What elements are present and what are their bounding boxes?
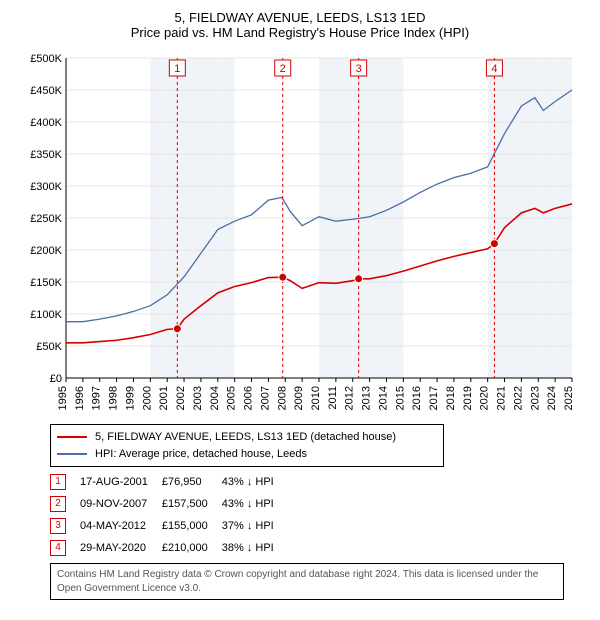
svg-text:4: 4	[491, 63, 497, 75]
sale-badge: 4	[50, 540, 66, 556]
title-line2: Price paid vs. HM Land Registry's House …	[10, 25, 590, 40]
chart-title: 5, FIELDWAY AVENUE, LEEDS, LS13 1ED Pric…	[10, 10, 590, 40]
svg-text:2012: 2012	[344, 386, 356, 410]
svg-text:£200K: £200K	[30, 245, 62, 257]
svg-text:1995: 1995	[57, 386, 69, 410]
sale-date: 09-NOV-2007	[80, 493, 162, 515]
sale-delta: 43% ↓ HPI	[222, 471, 288, 493]
svg-text:2005: 2005	[226, 386, 238, 410]
legend-item: HPI: Average price, detached house, Leed…	[57, 446, 437, 463]
sale-date: 17-AUG-2001	[80, 471, 162, 493]
sale-price: £155,000	[162, 515, 222, 537]
sale-delta: 43% ↓ HPI	[222, 493, 288, 515]
svg-text:£150K: £150K	[30, 277, 62, 289]
sale-price: £76,950	[162, 471, 222, 493]
svg-text:2016: 2016	[411, 386, 423, 410]
svg-text:2023: 2023	[529, 386, 541, 410]
table-row: 1 17-AUG-2001£76,95043% ↓ HPI	[50, 471, 288, 493]
svg-text:2017: 2017	[428, 386, 440, 410]
svg-text:£250K: £250K	[30, 213, 62, 225]
svg-text:2002: 2002	[175, 386, 187, 410]
svg-text:£450K: £450K	[30, 85, 62, 97]
svg-text:2006: 2006	[243, 386, 255, 410]
table-row: 2 09-NOV-2007£157,50043% ↓ HPI	[50, 493, 288, 515]
svg-text:2024: 2024	[546, 386, 558, 410]
svg-text:2003: 2003	[192, 386, 204, 410]
svg-text:1996: 1996	[74, 386, 86, 410]
svg-text:£100K: £100K	[30, 309, 62, 321]
svg-text:£300K: £300K	[30, 181, 62, 193]
sale-badge: 3	[50, 518, 66, 534]
svg-text:2010: 2010	[310, 386, 322, 410]
legend: 5, FIELDWAY AVENUE, LEEDS, LS13 1ED (det…	[50, 424, 444, 467]
sale-price: £157,500	[162, 493, 222, 515]
svg-text:£500K: £500K	[30, 53, 62, 65]
svg-text:£50K: £50K	[36, 341, 62, 353]
legend-swatch	[57, 453, 87, 455]
sale-delta: 37% ↓ HPI	[222, 515, 288, 537]
title-line1: 5, FIELDWAY AVENUE, LEEDS, LS13 1ED	[10, 10, 590, 25]
svg-text:2009: 2009	[293, 386, 305, 410]
svg-text:2: 2	[280, 63, 286, 75]
sale-badge: 2	[50, 496, 66, 512]
svg-text:2004: 2004	[209, 386, 221, 410]
sale-date: 04-MAY-2012	[80, 515, 162, 537]
svg-text:1: 1	[174, 63, 180, 75]
svg-text:2019: 2019	[462, 386, 474, 410]
legend-label: HPI: Average price, detached house, Leed…	[95, 446, 307, 463]
sale-badge: 1	[50, 474, 66, 490]
price-chart: £0 £50K £100K £150K £200K £250K £300K £350K £400…	[20, 48, 580, 418]
svg-text:2014: 2014	[377, 386, 389, 410]
legend-swatch	[57, 436, 87, 438]
svg-text:1997: 1997	[91, 386, 103, 410]
svg-text:2020: 2020	[479, 386, 491, 410]
svg-text:2021: 2021	[496, 386, 508, 410]
svg-text:2015: 2015	[394, 386, 406, 410]
svg-text:£350K: £350K	[30, 149, 62, 161]
legend-label: 5, FIELDWAY AVENUE, LEEDS, LS13 1ED (det…	[95, 429, 396, 446]
svg-text:2001: 2001	[158, 386, 170, 410]
svg-text:£0: £0	[50, 373, 62, 385]
svg-text:2007: 2007	[259, 386, 271, 410]
svg-text:2013: 2013	[361, 386, 373, 410]
legend-item: 5, FIELDWAY AVENUE, LEEDS, LS13 1ED (det…	[57, 429, 437, 446]
svg-text:2000: 2000	[141, 386, 153, 410]
sale-delta: 38% ↓ HPI	[222, 537, 288, 559]
svg-text:2025: 2025	[563, 386, 575, 410]
svg-text:£400K: £400K	[30, 117, 62, 129]
svg-text:3: 3	[356, 63, 362, 75]
sale-price: £210,000	[162, 537, 222, 559]
svg-text:1999: 1999	[124, 386, 136, 410]
table-row: 3 04-MAY-2012£155,00037% ↓ HPI	[50, 515, 288, 537]
svg-text:2008: 2008	[276, 386, 288, 410]
svg-text:2022: 2022	[512, 386, 524, 410]
svg-text:1998: 1998	[108, 386, 120, 410]
sale-date: 29-MAY-2020	[80, 537, 162, 559]
table-row: 4 29-MAY-2020£210,00038% ↓ HPI	[50, 537, 288, 559]
sales-table: 1 17-AUG-2001£76,95043% ↓ HPI 2 09-NOV-2007…	[50, 471, 288, 559]
footer-note: Contains HM Land Registry data © Crown c…	[50, 563, 564, 600]
svg-text:2011: 2011	[327, 386, 339, 410]
svg-text:2018: 2018	[445, 386, 457, 410]
